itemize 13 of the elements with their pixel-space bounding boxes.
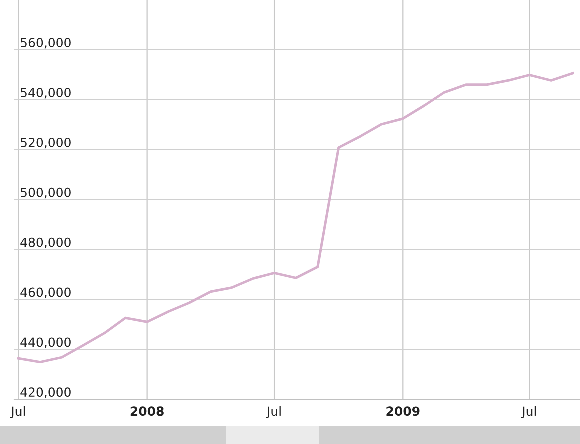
x-tick-label: Jul: [266, 406, 281, 418]
y-tick-label: 460,000: [20, 288, 71, 298]
y-tick-label: 440,000: [20, 338, 71, 348]
x-tick-label: Jul: [10, 406, 26, 418]
y-tick-label: 480,000: [20, 238, 71, 249]
y-tick-label: 420,000: [20, 388, 71, 398]
x-tick-label: 2009: [386, 406, 420, 416]
y-tick-label: 500,000: [21, 188, 71, 199]
x-tick-label: 2008: [130, 406, 164, 416]
y-tick-label: 560,000: [21, 38, 71, 49]
y-tick-label: 540,000: [21, 88, 71, 99]
x-tick-label: Jul: [521, 406, 536, 418]
y-tick-label: 520,000: [21, 138, 71, 149]
